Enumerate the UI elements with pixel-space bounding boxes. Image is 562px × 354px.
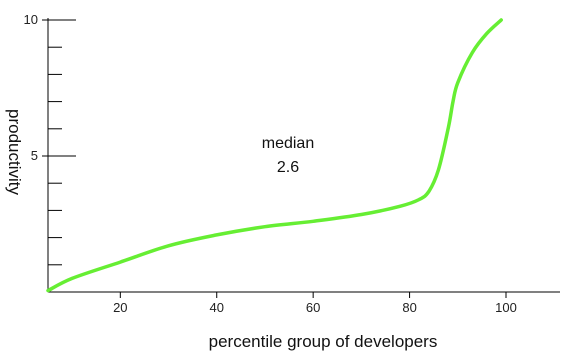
y-tick-label: 5 bbox=[31, 148, 38, 163]
productivity-line bbox=[46, 18, 503, 293]
labels: percentile group of developers productivi… bbox=[5, 109, 437, 351]
x-axis-label: percentile group of developers bbox=[209, 332, 438, 351]
ticks: 20 40 60 80 100 5 10 bbox=[24, 12, 517, 315]
x-tick-label: 20 bbox=[113, 300, 127, 315]
series bbox=[46, 18, 503, 293]
x-tick-label: 40 bbox=[210, 300, 224, 315]
y-tick-label: 10 bbox=[24, 12, 38, 27]
y-axis-label: productivity bbox=[5, 109, 24, 195]
x-tick-label: 80 bbox=[402, 300, 416, 315]
axes bbox=[47, 18, 560, 293]
median-value: 2.6 bbox=[277, 159, 299, 176]
x-tick-label: 60 bbox=[306, 300, 320, 315]
x-tick-label: 100 bbox=[495, 300, 517, 315]
median-label: median bbox=[262, 135, 314, 152]
